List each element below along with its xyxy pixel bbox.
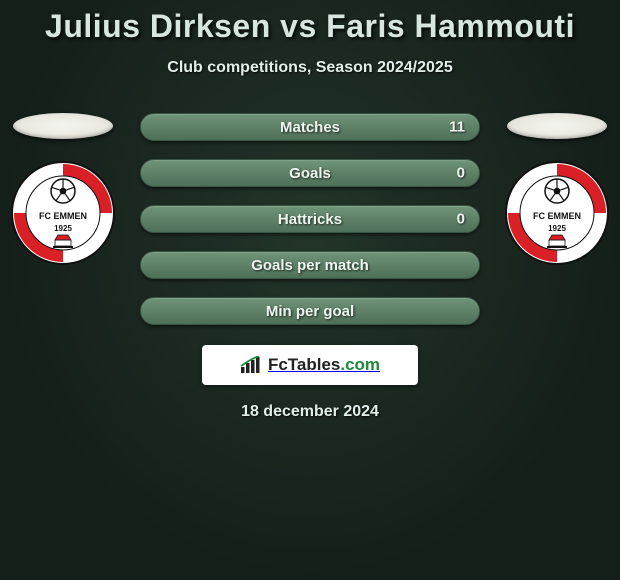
club-badge-left: FC EMMEN 1925 — [11, 161, 115, 265]
main-row: FC EMMEN 1925 Matches 11 Goals 0 — [0, 113, 620, 325]
stat-label: Matches — [280, 119, 340, 136]
club-badge-right: FC EMMEN 1925 — [505, 161, 609, 265]
subtitle: Club competitions, Season 2024/2025 — [0, 59, 620, 77]
stat-label: Goals per match — [251, 257, 369, 274]
date-line: 18 december 2024 — [0, 403, 620, 421]
badge-name-left: FC EMMEN — [39, 211, 87, 221]
brand-name: FcTables — [268, 355, 340, 374]
content-root: Julius Dirksen vs Faris Hammouti Club co… — [0, 0, 620, 421]
player-silhouette-left — [13, 113, 113, 139]
brand-tld: .com — [340, 355, 380, 374]
badge-name-right: FC EMMEN — [533, 211, 581, 221]
fc-emmen-badge-icon: FC EMMEN 1925 — [11, 161, 115, 265]
stat-label: Hattricks — [278, 211, 342, 228]
stat-row-goals-per-match: Goals per match — [140, 251, 480, 279]
stat-label: Goals — [289, 165, 331, 182]
left-column: FC EMMEN 1925 — [8, 113, 118, 265]
stat-value: 0 — [457, 211, 465, 228]
stat-value: 0 — [457, 165, 465, 182]
badge-year-left: 1925 — [54, 224, 72, 233]
stat-row-hattricks: Hattricks 0 — [140, 205, 480, 233]
badge-year-right: 1925 — [548, 224, 566, 233]
brand-text: FcTables.com — [268, 355, 380, 375]
right-column: FC EMMEN 1925 — [502, 113, 612, 265]
player-silhouette-right — [507, 113, 607, 139]
stat-row-min-per-goal: Min per goal — [140, 297, 480, 325]
stat-row-goals: Goals 0 — [140, 159, 480, 187]
stats-column: Matches 11 Goals 0 Hattricks 0 Goals per… — [118, 113, 502, 325]
bar-chart-icon — [240, 356, 262, 374]
stat-row-matches: Matches 11 — [140, 113, 480, 141]
fc-emmen-badge-icon: FC EMMEN 1925 — [505, 161, 609, 265]
brand-link[interactable]: FcTables.com — [202, 345, 418, 385]
stat-value: 11 — [449, 119, 465, 136]
page-title: Julius Dirksen vs Faris Hammouti — [0, 8, 620, 45]
stat-label: Min per goal — [266, 303, 354, 320]
